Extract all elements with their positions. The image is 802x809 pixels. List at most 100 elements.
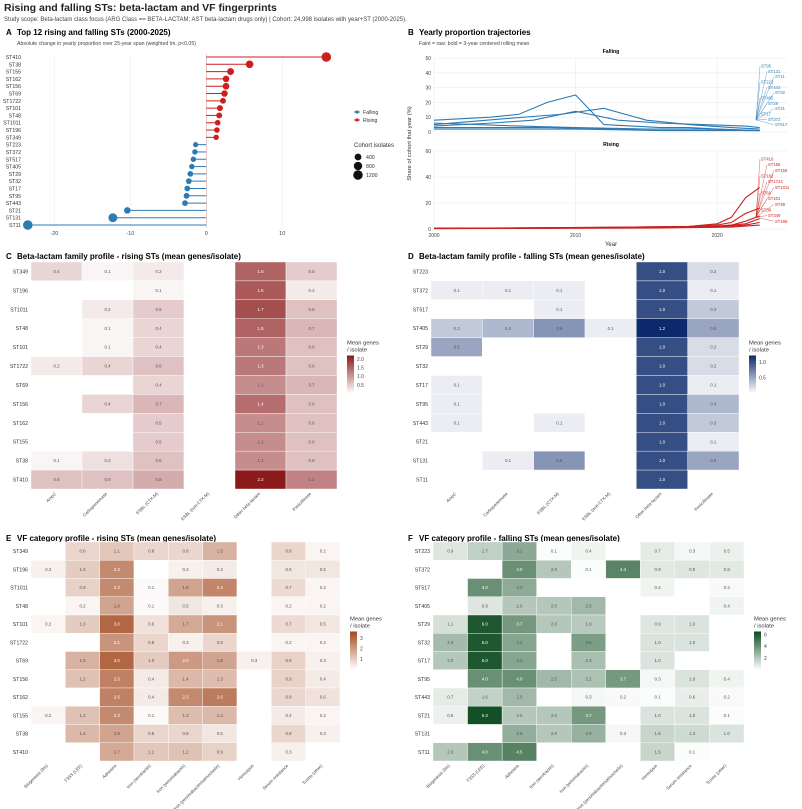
- heatmap-cell-label: 0.1: [505, 288, 512, 293]
- heatmap-cell-label: 0.7: [447, 695, 454, 700]
- y-tick-label: ST410: [6, 55, 21, 61]
- x-tick-label: 0: [205, 231, 208, 237]
- heatmap-row-label: ST32: [416, 364, 429, 370]
- heatmap-row-label: ST95: [418, 677, 431, 683]
- panel-a-chart: A Top 12 rising and falling STs (2000-202…: [3, 28, 394, 237]
- heatmap-cell: [183, 280, 236, 301]
- label-leader: [755, 113, 761, 121]
- y-tick-label: ST162: [6, 77, 21, 83]
- heatmap-row-label: ST101: [13, 345, 28, 351]
- heatmap-cell-label: 0.2: [308, 288, 315, 293]
- heatmap-cell-label: 0.4: [104, 401, 111, 406]
- series-label: ST372: [768, 117, 781, 122]
- heatmap-cell-label: 0.5: [320, 622, 327, 627]
- heatmap-cell-label: 0.5: [447, 713, 454, 718]
- heatmap-cell: [236, 706, 272, 725]
- heatmap-col-label: ESBL (CTX-M): [536, 491, 560, 515]
- heatmap-cell: [430, 356, 483, 376]
- heatmap-cell-label: 0.3: [182, 567, 189, 572]
- heatmap-cell-label: 1.5: [257, 326, 264, 331]
- heatmap-cell: [605, 578, 641, 597]
- label-leader: [755, 81, 761, 121]
- heatmap-cell-label: 0.5: [710, 458, 717, 463]
- heatmap-cell-label: 1.5: [655, 731, 662, 736]
- heatmap-col-label: Serum resistance: [262, 763, 290, 791]
- heatmap-cell-label: 2.0: [551, 713, 558, 718]
- legend-size-dot: [353, 161, 363, 171]
- heatmap-cell: [65, 742, 100, 762]
- heatmap-cell-label: 0.4: [155, 345, 162, 350]
- heatmap-cell-label: 1.3: [182, 713, 189, 718]
- legend-direction-label: Falling: [363, 110, 378, 116]
- heatmap-cell-label: 0.3: [454, 326, 461, 331]
- heatmap-cell-label: 0.6: [308, 401, 315, 406]
- heatmap-cell: [571, 742, 606, 762]
- heatmap-cell-label: 0.8: [148, 640, 155, 645]
- series-label: ST1722: [768, 179, 783, 184]
- heatmap-cell-label: 2.5: [551, 676, 558, 681]
- heatmap-cell-label: 0.3: [689, 549, 696, 554]
- heatmap-row-label: ST349: [13, 269, 28, 275]
- series-label: ST155: [775, 168, 788, 173]
- heatmap-cell-label: 0.2: [104, 307, 111, 312]
- heatmap-cell-label: 3.0: [114, 622, 121, 627]
- label-leader: [755, 181, 768, 218]
- legend-tick-label: 4: [764, 644, 767, 650]
- heatmap-cell: [236, 541, 272, 561]
- label-leader: [755, 192, 761, 218]
- y-tick-label: ST17: [9, 186, 22, 192]
- lollipop-dot: [321, 52, 332, 62]
- heatmap-cell-label: 2.3: [114, 567, 121, 572]
- heatmap-cell-label: 0.7: [285, 622, 292, 627]
- heatmap-cell-label: 3.7: [620, 676, 627, 681]
- lollipop-dot: [216, 105, 223, 112]
- legend-size-dot: [353, 170, 363, 180]
- panel-c-legend-title-2: / isolate: [347, 348, 367, 354]
- heatmap-cell-label: 0.5: [285, 567, 292, 572]
- panel-e-legend-title-1: Mean genes: [350, 617, 382, 623]
- heatmap-cell-label: 1.0: [659, 364, 666, 369]
- heatmap-cell: [709, 614, 745, 634]
- panel-f-title: VF category profile - falling STs (mean …: [419, 534, 620, 543]
- heatmap-cell: [533, 337, 586, 357]
- page-subtitle: Study scope: Beta-lactam class focus (AR…: [4, 17, 407, 23]
- heatmap-cell-label: 1.1: [257, 383, 264, 388]
- heatmap-cell-label: 0.6: [320, 695, 327, 700]
- heatmap-cell: [584, 413, 637, 433]
- heatmap-cell-label: 3.7: [585, 713, 592, 718]
- heatmap-cell-label: 1.8: [182, 585, 189, 590]
- panel-b-chart: B Yearly proportion trajectories Faint = r…: [407, 28, 790, 248]
- heatmap-cell-label: 1.5: [217, 549, 224, 554]
- heatmap-row-label: ST101: [13, 622, 28, 628]
- heatmap-cell-label: 2.4: [447, 640, 454, 645]
- heatmap-cell-label: 1.5: [655, 749, 662, 754]
- series-label: ST196: [775, 219, 788, 224]
- heatmap-cell: [709, 742, 745, 762]
- heatmap-cell-label: 0.3: [104, 458, 111, 463]
- heatmap-cell-label: 0.8: [285, 731, 292, 736]
- heatmap-cell: [236, 724, 272, 743]
- x-tick-label: -10: [126, 231, 134, 237]
- heatmap-cell-label: 3.1: [516, 549, 523, 554]
- heatmap-cell: [482, 261, 534, 282]
- heatmap-col-label: ESBL (CTX-M): [135, 491, 159, 515]
- series-label: ST17: [761, 112, 772, 117]
- label-leader: [755, 119, 768, 121]
- lollipop-dot: [108, 213, 118, 223]
- heatmap-cell-label: 1.0: [659, 307, 666, 312]
- heatmap-cell: [81, 413, 134, 433]
- heatmap-cell: [605, 541, 641, 561]
- label-leader: [755, 216, 775, 222]
- heatmap-row-label: ST17: [418, 659, 431, 665]
- heatmap-cell-label: 1.0: [689, 713, 696, 718]
- heatmap-cell-label: 0.8: [724, 567, 731, 572]
- series-line: [434, 127, 760, 132]
- heatmap-cell-label: 0.4: [320, 676, 327, 681]
- heatmap-cell: [533, 394, 586, 414]
- heatmap-cell: [236, 596, 272, 616]
- heatmap-cell-label: 0.6: [308, 458, 315, 463]
- heatmap-cell-label: 2.0: [516, 713, 523, 718]
- heatmap-cell-label: 0.1: [104, 326, 111, 331]
- facet-strip-label: Falling: [603, 49, 620, 55]
- heatmap-cell-label: 0.9: [482, 603, 489, 608]
